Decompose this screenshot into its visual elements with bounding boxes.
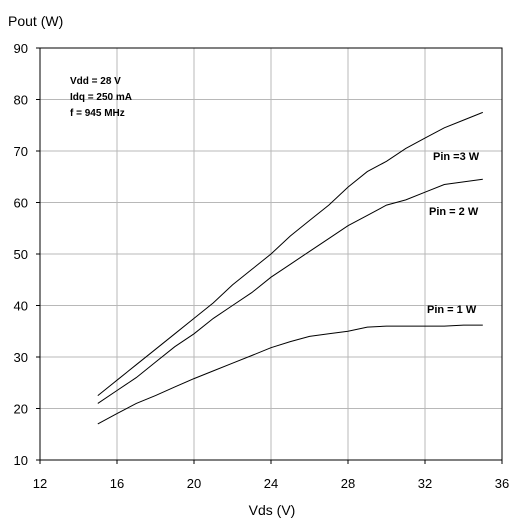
y-tick-label: 90: [14, 41, 28, 56]
x-tick-label: 32: [418, 476, 432, 491]
series-layer: [97, 111, 483, 425]
y-tick-label: 80: [14, 93, 28, 108]
y-axis-ticks: 10 20 30 40 50 60 70 80 90: [14, 41, 40, 468]
x-tick-label: 16: [110, 476, 124, 491]
y-tick-label: 20: [14, 402, 28, 417]
series-label-pin-1w: Pin = 1 W: [427, 304, 477, 316]
y-tick-label: 70: [14, 144, 28, 159]
y-tick-label: 50: [14, 247, 28, 262]
y-tick-label: 10: [14, 453, 28, 468]
y-tick-label: 40: [14, 299, 28, 314]
x-tick-label: 28: [341, 476, 355, 491]
annotation-idq: Idq = 250 mA: [70, 92, 132, 103]
x-tick-label: 20: [187, 476, 201, 491]
annotation-frequency: f = 945 MHz: [70, 108, 125, 119]
x-tick-label: 12: [33, 476, 47, 491]
x-axis-title: Vds (V): [249, 502, 296, 518]
series-label-pin-2w: Pin = 2 W: [429, 206, 479, 218]
series-line-pin-1w: [97, 324, 483, 425]
series-label-pin-3w: Pin =3 W: [433, 151, 480, 163]
x-tick-label: 24: [264, 476, 278, 491]
series-line-pin-3w: [97, 111, 483, 396]
y-tick-label: 30: [14, 350, 28, 365]
x-tick-label: 36: [495, 476, 509, 491]
series-line-pin-2w: [97, 178, 483, 404]
conditions-annotation: Vdd = 28 V Idq = 250 mA f = 945 MHz: [70, 76, 132, 119]
annotation-vdd: Vdd = 28 V: [70, 76, 121, 87]
y-axis-title: Pout (W): [8, 13, 63, 29]
x-axis-ticks: 12 16 20 24 28 32 36: [33, 460, 509, 491]
y-tick-label: 60: [14, 196, 28, 211]
